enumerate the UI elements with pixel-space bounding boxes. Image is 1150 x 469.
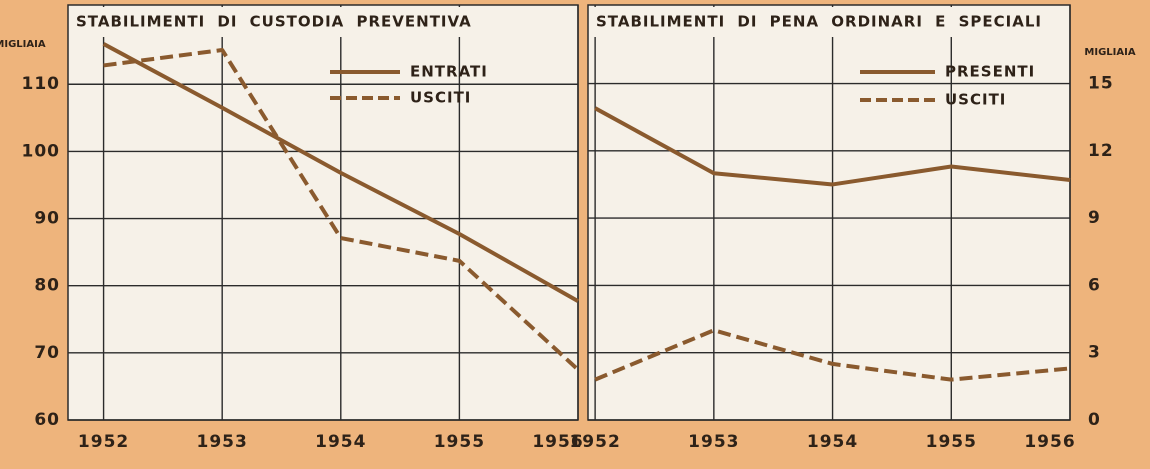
title-bg	[70, 7, 576, 37]
x-tick-label: 1952	[569, 432, 620, 452]
y-axis-label: MIGLIAIA	[1084, 47, 1135, 58]
chart-title: STABILIMENTI DI CUSTODIA PREVENTIVA	[76, 13, 472, 31]
y-tick-label: 6	[1088, 275, 1101, 295]
x-tick-label: 1953	[197, 432, 248, 452]
y-tick-label: 70	[34, 343, 60, 363]
x-tick-label: 1956	[532, 432, 583, 452]
data-line	[103, 47, 580, 372]
title-bg	[590, 7, 1068, 37]
x-tick-label: 1953	[688, 432, 739, 452]
legend-label: PRESENTI	[945, 63, 1035, 81]
y-tick-label: 15	[1088, 74, 1114, 94]
x-tick-label: 1952	[78, 432, 129, 452]
legend-label: USCITI	[945, 91, 1006, 109]
x-tick-label: 1955	[926, 432, 977, 452]
data-line	[594, 328, 1071, 382]
data-line	[102, 42, 579, 303]
y-tick-label: 3	[1088, 343, 1101, 363]
x-tick-label: 1955	[434, 432, 485, 452]
y-tick-label: 9	[1088, 208, 1101, 228]
y-axis-label: MIGLIAIA	[0, 39, 46, 50]
y-tick-label: 100	[22, 141, 61, 161]
x-tick-label: 1954	[807, 432, 858, 452]
chart-title: STABILIMENTI DI PENA ORDINARI E SPECIALI	[596, 13, 1042, 31]
x-tick-label: 1954	[315, 432, 366, 452]
y-tick-label: 90	[34, 209, 60, 229]
y-tick-label: 60	[34, 410, 60, 430]
y-tick-label: 80	[34, 276, 60, 296]
y-tick-label: 110	[22, 74, 61, 94]
legend-label: USCITI	[410, 89, 471, 107]
legend-label: ENTRATI	[410, 63, 488, 81]
y-tick-label: 0	[1088, 410, 1101, 430]
y-tick-label: 12	[1088, 141, 1114, 161]
data-line	[594, 106, 1071, 187]
x-tick-label: 1956	[1024, 432, 1075, 452]
